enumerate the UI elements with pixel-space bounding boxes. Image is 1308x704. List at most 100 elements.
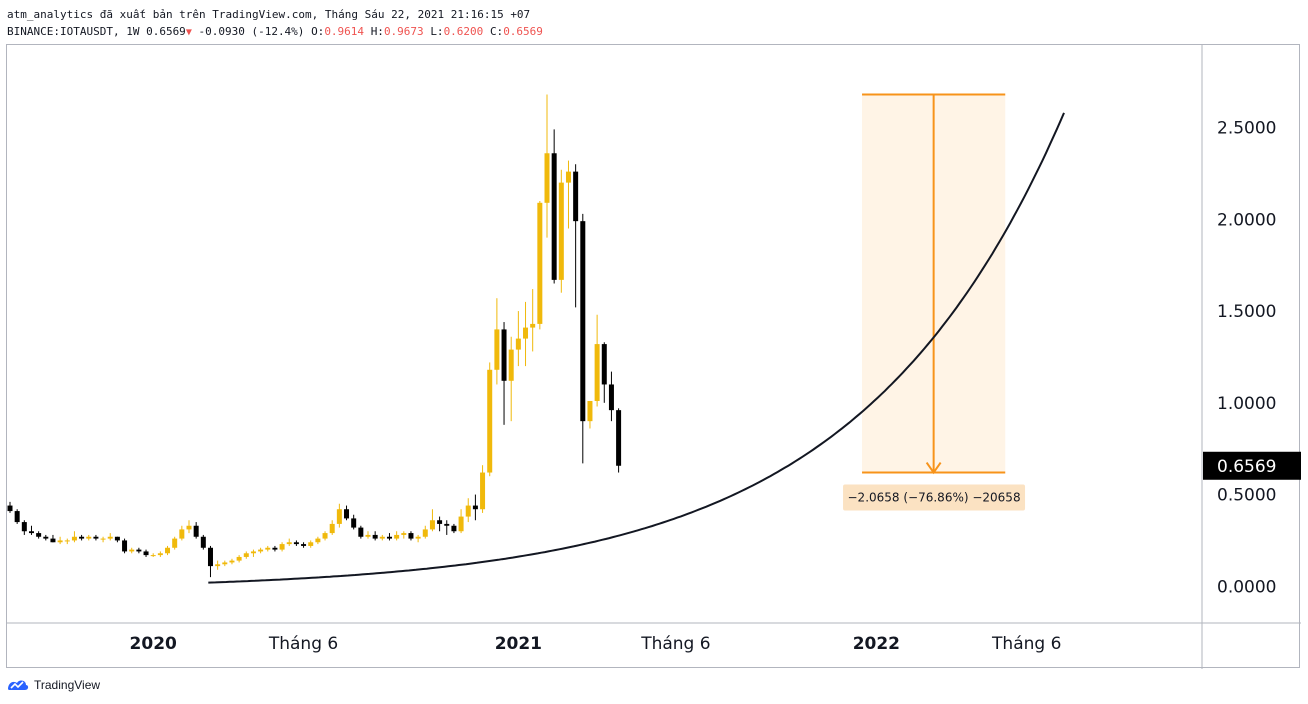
x-tick-label: Tháng 6 [991,634,1061,654]
candle-body [551,153,557,280]
candle-body [494,329,500,370]
candle [57,536,63,545]
candle-body [129,549,135,552]
candle [114,536,120,543]
open-label: O: [311,25,325,38]
candle-body [444,523,450,526]
candle-body [386,536,392,539]
candle [508,336,514,422]
triangle-down-icon: ▼ [185,27,192,38]
x-tick-label: 2020 [130,634,177,654]
candle [515,311,521,367]
candle [480,465,486,513]
candle [200,534,206,550]
price-chart[interactable]: −2.0658 (−76.86%) −20658 0.0000 0.5000 1.00… [7,45,1301,669]
candle-body [336,509,342,524]
candle [136,547,142,554]
candle [43,534,49,541]
candle [451,523,457,534]
candle [100,536,106,543]
candle-body [308,542,314,546]
candle-body [408,533,414,539]
candle [186,520,192,534]
candle-body [429,520,435,530]
candle [358,525,364,539]
candle [616,408,622,473]
candle [122,538,128,554]
candle [107,533,113,541]
ohlc-line: BINANCE:IOTAUSDT, 1W 0.6569▼ -0.0930 (-1… [7,23,543,41]
candle-body [229,560,235,563]
candle [444,520,450,535]
candle [465,498,471,523]
y-tick-label: 1.0000 [1217,394,1276,414]
candle [558,169,564,293]
candle-body [207,547,213,567]
publish-info: atm_analytics đã xuất bản trên TradingVi… [7,8,531,21]
candle [14,509,20,524]
candle-body [258,549,264,552]
candle-body [179,529,185,539]
candle-body [79,536,85,539]
candle-body [21,522,27,532]
candle [265,545,271,552]
measure-arrow-head [925,461,942,475]
candle [243,551,249,559]
high-value: 0.9673 [383,25,424,38]
candle [165,545,171,556]
candle-body [544,153,550,203]
candle-body [36,533,42,537]
candle [594,314,600,407]
candle-body [236,556,242,561]
high-label: H: [370,25,384,38]
candle [215,560,221,570]
candle [422,525,428,539]
candle-body [351,518,357,528]
candle-body [200,536,206,548]
candle-body [616,410,622,466]
chart-frame[interactable]: −2.0658 (−76.86%) −20658 0.0000 0.5000 1.00… [6,44,1301,669]
candle-body [222,562,228,565]
candle-body [114,536,120,541]
tradingview-brand: TradingView [34,678,101,692]
x-tick-label: 2021 [495,634,542,654]
candle [172,536,178,550]
candle [71,531,77,543]
candle [379,534,385,541]
candle-body [272,547,278,550]
candle [415,534,421,543]
candle-body [451,525,457,532]
candle-body [601,344,607,385]
candle [580,213,586,464]
candle [565,160,571,229]
last-price-bg [1203,451,1301,480]
candle-body [587,400,593,422]
candle-body [64,540,70,542]
candle [28,525,34,535]
symbol-label: BINANCE:IOTAUSDT, 1W 0.6569 [7,25,186,38]
parabolic-curve [208,112,1065,584]
candle [229,558,235,565]
candle [64,538,70,545]
candle-body [365,534,371,537]
candle-body [286,542,292,545]
candle-body [472,505,478,510]
candle [329,520,335,535]
candle-body [573,171,579,222]
candle-body [71,536,77,541]
candle [587,400,593,429]
open-value: 0.9614 [324,25,365,38]
candle-body [315,538,321,543]
candle-body [215,564,221,567]
candle-body [379,536,385,539]
candle-body [394,534,400,539]
candle-body [329,523,335,534]
candle-body [372,534,378,539]
candle [408,531,414,541]
candle [157,551,163,557]
candle-body [415,536,421,539]
candle [129,547,135,554]
candle-body [150,555,156,557]
candle-body [193,525,199,537]
tradingview-logo-icon [8,680,29,690]
